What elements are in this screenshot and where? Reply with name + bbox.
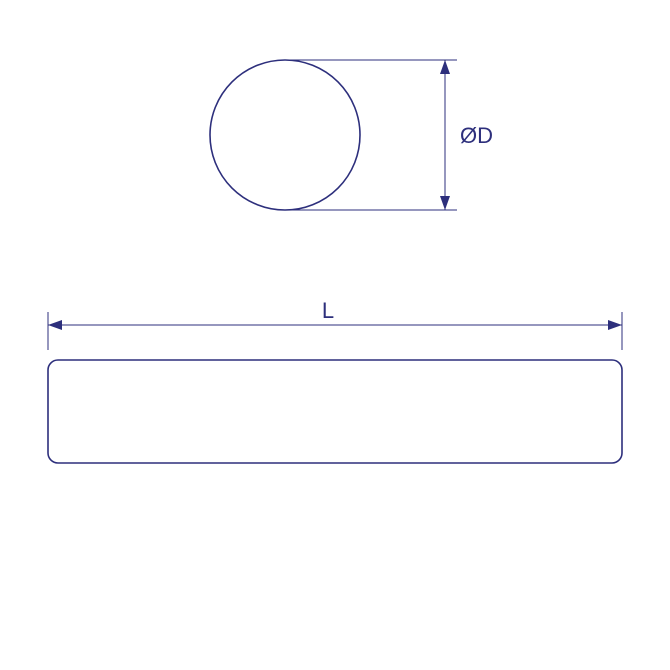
arrowhead xyxy=(440,196,450,210)
diameter-label: ØD xyxy=(460,123,493,148)
length-label: L xyxy=(322,298,334,323)
cross-section-circle xyxy=(210,60,360,210)
arrowhead xyxy=(440,60,450,74)
arrowhead xyxy=(48,320,62,330)
rod-side-view xyxy=(48,360,622,463)
arrowhead xyxy=(608,320,622,330)
technical-diagram: ØD L xyxy=(0,0,670,670)
